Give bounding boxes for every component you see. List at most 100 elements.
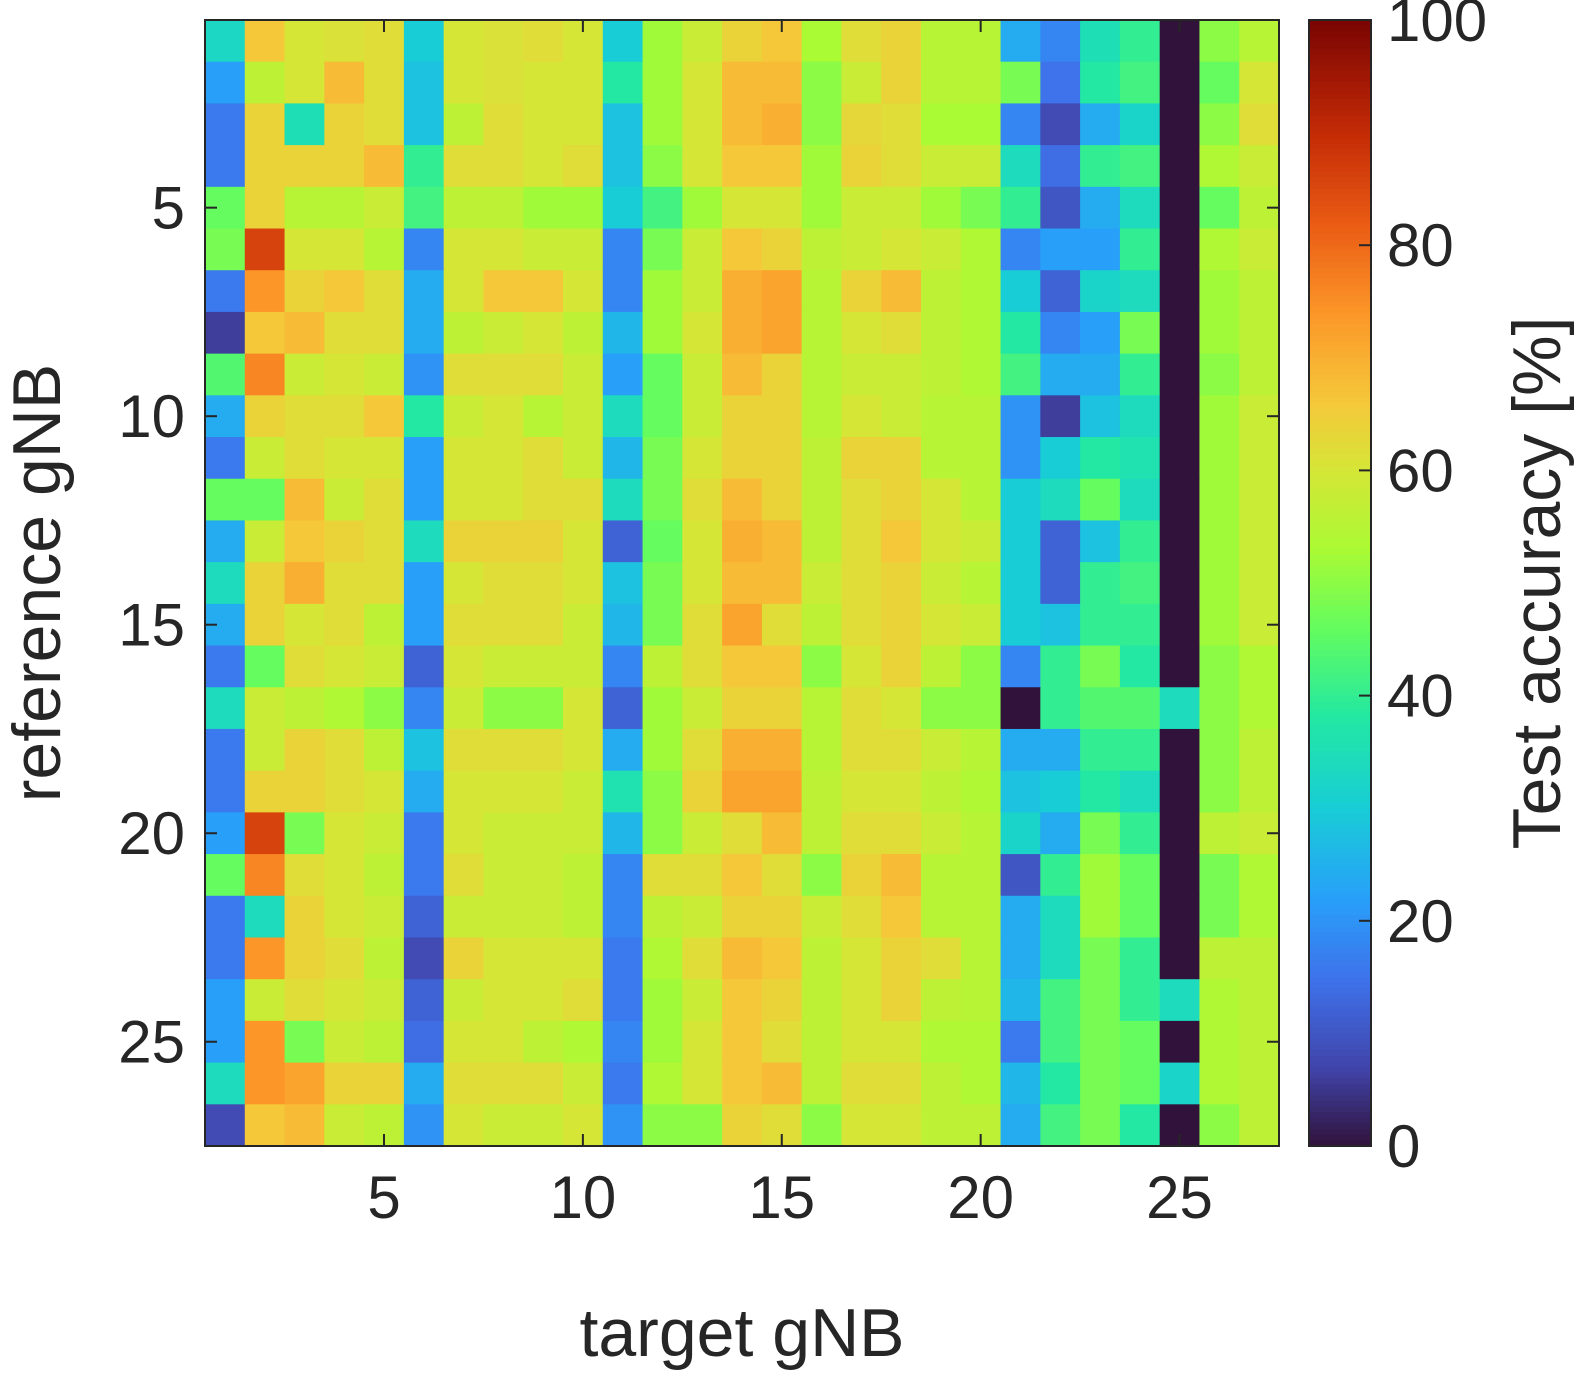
heatmap-cell xyxy=(1000,937,1041,980)
heatmap-cell xyxy=(443,478,485,522)
heatmap-cell xyxy=(483,270,524,313)
heatmap-cell xyxy=(284,437,325,480)
heatmap-cell xyxy=(841,895,882,939)
heatmap-cell xyxy=(563,770,604,813)
colorbar-segment xyxy=(1309,1100,1371,1108)
heatmap-cell xyxy=(403,353,445,396)
heatmap-cell xyxy=(563,228,604,271)
heatmap-cell xyxy=(1199,812,1240,855)
heatmap-cell xyxy=(1239,270,1280,313)
heatmap-cell xyxy=(1000,145,1041,188)
heatmap-cell xyxy=(523,645,564,688)
heatmap-cell xyxy=(722,1062,763,1105)
heatmap-cell xyxy=(1159,687,1201,730)
heatmap-cell xyxy=(722,770,763,813)
heatmap-cell xyxy=(563,895,604,939)
heatmap-cell xyxy=(284,353,325,396)
heatmap-cell xyxy=(722,437,763,480)
heatmap-cell xyxy=(244,270,286,313)
heatmap-cell xyxy=(921,395,962,438)
heatmap-cell xyxy=(284,270,325,313)
heatmap-cell xyxy=(324,20,365,63)
heatmap-cell xyxy=(284,562,325,605)
heatmap-cell xyxy=(443,186,485,230)
heatmap-cell xyxy=(403,645,445,688)
heatmap-cell xyxy=(483,395,524,438)
colorbar-segment xyxy=(1309,1044,1371,1052)
heatmap-cell xyxy=(1000,20,1041,63)
heatmap-cell xyxy=(244,645,286,688)
heatmap-cell xyxy=(841,61,882,104)
heatmap-cell xyxy=(1159,437,1201,480)
heatmap-cell xyxy=(921,1062,962,1105)
colorbar-segment xyxy=(1309,1050,1371,1057)
colorbar-segment xyxy=(1309,689,1371,697)
colorbar-segment xyxy=(1309,718,1371,725)
heatmap-cell xyxy=(682,145,723,188)
heatmap-cell xyxy=(1239,895,1280,939)
heatmap-cell xyxy=(960,728,1002,772)
heatmap-cell xyxy=(801,311,843,355)
colorbar-segment xyxy=(1309,93,1371,100)
heatmap-cell xyxy=(284,603,325,647)
heatmap-cell xyxy=(642,186,683,230)
heatmap-cell xyxy=(1040,854,1081,897)
heatmap-cell xyxy=(364,437,405,480)
heatmap-cell xyxy=(1080,1104,1121,1147)
colorbar-segment xyxy=(1309,132,1371,140)
heatmap-cell xyxy=(921,937,962,980)
heatmap-cell xyxy=(563,61,604,104)
colorbar-segment xyxy=(1309,763,1371,770)
heatmap-cell xyxy=(761,770,803,813)
colorbar-segment xyxy=(1309,340,1371,348)
heatmap-cell xyxy=(284,854,325,897)
heatmap-cell xyxy=(1199,270,1240,313)
heatmap-cell xyxy=(1040,687,1081,730)
heatmap-cell xyxy=(443,520,485,563)
heatmap-cell xyxy=(881,1062,922,1105)
colorbar-segment xyxy=(1309,87,1371,94)
heatmap-cell xyxy=(722,728,763,772)
heatmap-cell xyxy=(563,1062,604,1105)
heatmap-cell xyxy=(1040,645,1081,688)
heatmap-cell xyxy=(921,603,962,647)
heatmap-cell xyxy=(602,562,644,605)
colorbar-segment xyxy=(1309,397,1371,404)
heatmap-cells xyxy=(205,20,1280,1147)
heatmap-cell xyxy=(364,311,405,355)
heatmap-cell xyxy=(364,770,405,813)
heatmap-cell xyxy=(1119,270,1161,313)
heatmap-cell xyxy=(205,562,246,605)
heatmap-cell xyxy=(244,603,286,647)
heatmap-cell xyxy=(483,145,524,188)
heatmap-cell xyxy=(364,854,405,897)
heatmap-cell xyxy=(244,228,286,271)
heatmap-cell xyxy=(1159,478,1201,522)
colorbar-segment xyxy=(1309,172,1371,179)
heatmap-cell xyxy=(642,61,683,104)
colorbar-segment xyxy=(1309,295,1371,303)
colorbar-segment xyxy=(1309,977,1371,984)
heatmap-cell xyxy=(881,562,922,605)
heatmap-cell xyxy=(682,478,723,522)
heatmap-cell xyxy=(642,353,683,396)
heatmap-cell xyxy=(682,562,723,605)
colorbar-segment xyxy=(1309,796,1371,804)
heatmap-cell xyxy=(921,895,962,939)
colorbar-segment xyxy=(1309,487,1371,494)
heatmap-cell xyxy=(324,937,365,980)
heatmap-cell xyxy=(801,1104,843,1147)
heatmap-cell xyxy=(1040,895,1081,939)
heatmap-cell xyxy=(881,687,922,730)
colorbar-segment xyxy=(1309,329,1371,337)
heatmap-cell xyxy=(364,478,405,522)
heatmap-cell xyxy=(881,103,922,146)
heatmap-cell xyxy=(1080,186,1121,230)
heatmap-cell xyxy=(523,61,564,104)
heatmap-cell xyxy=(284,20,325,63)
colorbar-segment xyxy=(1309,459,1371,466)
heatmap-cell xyxy=(364,728,405,772)
heatmap-cell xyxy=(205,103,246,146)
heatmap-cell xyxy=(722,270,763,313)
y-axis-title: reference gNB xyxy=(0,364,75,802)
